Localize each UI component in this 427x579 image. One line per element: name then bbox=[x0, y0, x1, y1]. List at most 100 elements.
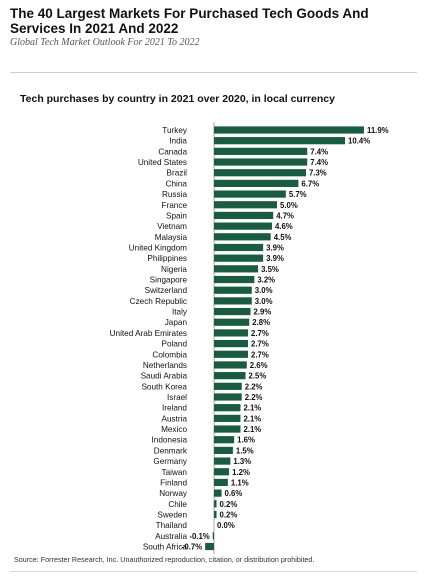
bar bbox=[214, 393, 242, 401]
bar bbox=[214, 436, 235, 444]
value-label: 0.0% bbox=[217, 521, 235, 530]
value-label: 7.4% bbox=[310, 147, 328, 156]
source-note: Source: Forrester Research, Inc. Unautho… bbox=[14, 555, 315, 564]
value-label: 5.0% bbox=[280, 201, 298, 210]
value-label: 4.6% bbox=[275, 222, 293, 231]
page-subtitle: Global Tech Market Outlook For 2021 To 2… bbox=[10, 37, 200, 48]
bar bbox=[214, 265, 259, 273]
value-label: 2.1% bbox=[243, 404, 261, 413]
category-label: Czech Republic bbox=[130, 297, 187, 306]
category-label: Japan bbox=[165, 318, 188, 327]
value-label: 3.2% bbox=[257, 276, 275, 285]
divider bbox=[10, 72, 417, 73]
category-label: Ireland bbox=[162, 404, 187, 413]
category-label: Chile bbox=[168, 500, 187, 509]
value-label: -0.7% bbox=[182, 543, 202, 552]
category-label: Denmark bbox=[154, 446, 188, 455]
category-label: Poland bbox=[162, 340, 188, 349]
value-label: 2.2% bbox=[245, 393, 263, 402]
bar bbox=[214, 190, 286, 198]
value-label: 1.3% bbox=[233, 457, 251, 466]
bottom-border bbox=[10, 571, 417, 572]
bar bbox=[214, 340, 249, 348]
bar bbox=[214, 372, 246, 380]
bar bbox=[214, 275, 255, 284]
category-label: United Arab Emirates bbox=[110, 329, 187, 338]
category-label: Spain bbox=[166, 211, 187, 220]
bar bbox=[214, 158, 308, 166]
category-label: Sweden bbox=[157, 510, 187, 519]
bar bbox=[214, 243, 264, 252]
bar bbox=[214, 211, 274, 220]
value-label: 2.6% bbox=[250, 361, 268, 370]
bar bbox=[214, 425, 241, 433]
value-label: 2.9% bbox=[254, 308, 272, 317]
bar bbox=[214, 446, 233, 454]
value-label: 4.7% bbox=[276, 211, 294, 220]
category-label: Colombia bbox=[152, 350, 187, 359]
value-label: 2.7% bbox=[251, 329, 269, 338]
category-label: Brazil bbox=[167, 169, 188, 178]
category-label: Malaysia bbox=[155, 233, 188, 242]
category-label: Netherlands bbox=[143, 361, 187, 370]
bar bbox=[214, 233, 271, 241]
value-label: 11.9% bbox=[367, 126, 389, 135]
bar bbox=[214, 382, 242, 390]
value-label: 3.9% bbox=[266, 254, 284, 263]
value-label: 2.5% bbox=[249, 372, 267, 381]
bar bbox=[214, 147, 308, 155]
value-label: -0.1% bbox=[189, 532, 209, 541]
category-label: United States bbox=[138, 158, 187, 167]
value-label: 0.2% bbox=[220, 500, 238, 509]
bar bbox=[214, 457, 231, 465]
category-label: Russia bbox=[162, 190, 187, 199]
bar bbox=[214, 286, 252, 294]
category-label: India bbox=[169, 137, 187, 146]
category-label: South Africa bbox=[143, 543, 188, 552]
bar bbox=[214, 307, 251, 316]
value-label: 2.1% bbox=[243, 414, 261, 423]
value-label: 3.9% bbox=[266, 243, 284, 252]
value-label: 7.4% bbox=[310, 158, 328, 167]
category-label: Vietnam bbox=[157, 222, 187, 231]
category-label: Switzerland bbox=[145, 286, 188, 295]
bar bbox=[214, 201, 277, 209]
category-label: Saudi Arabia bbox=[141, 372, 188, 381]
category-label: South Korea bbox=[141, 382, 187, 391]
bar bbox=[214, 350, 249, 358]
bar bbox=[214, 404, 241, 412]
value-label: 4.5% bbox=[274, 233, 292, 242]
value-label: 7.3% bbox=[309, 169, 327, 178]
category-label: Germany bbox=[153, 457, 188, 466]
bar bbox=[214, 169, 306, 177]
category-label: Israel bbox=[167, 393, 187, 402]
value-label: 2.7% bbox=[251, 350, 269, 359]
bar bbox=[205, 542, 214, 551]
category-label: Philippines bbox=[147, 254, 187, 263]
category-label: Finland bbox=[160, 478, 187, 487]
value-label: 2.2% bbox=[245, 382, 263, 391]
category-label: Austria bbox=[162, 414, 188, 423]
category-label: China bbox=[166, 179, 188, 188]
category-label: Mexico bbox=[161, 425, 187, 434]
bar bbox=[214, 489, 222, 497]
category-label: Thailand bbox=[156, 521, 188, 530]
chart-title: Tech purchases by country in 2021 over 2… bbox=[20, 93, 335, 105]
value-label: 1.6% bbox=[237, 436, 255, 445]
value-label: 3.5% bbox=[261, 265, 279, 274]
bar bbox=[214, 137, 346, 145]
bar bbox=[214, 254, 264, 262]
category-label: France bbox=[162, 201, 188, 210]
category-label: Taiwan bbox=[162, 468, 188, 477]
bar bbox=[214, 329, 249, 337]
value-label: 1.1% bbox=[231, 478, 249, 487]
bar bbox=[214, 510, 217, 519]
bar bbox=[214, 222, 272, 230]
category-label: Italy bbox=[172, 308, 188, 317]
bar bbox=[214, 468, 230, 476]
value-label: 3.0% bbox=[255, 286, 273, 295]
value-label: 1.5% bbox=[236, 446, 254, 455]
category-label: Singapore bbox=[150, 276, 188, 285]
category-label: Nigeria bbox=[161, 265, 187, 274]
